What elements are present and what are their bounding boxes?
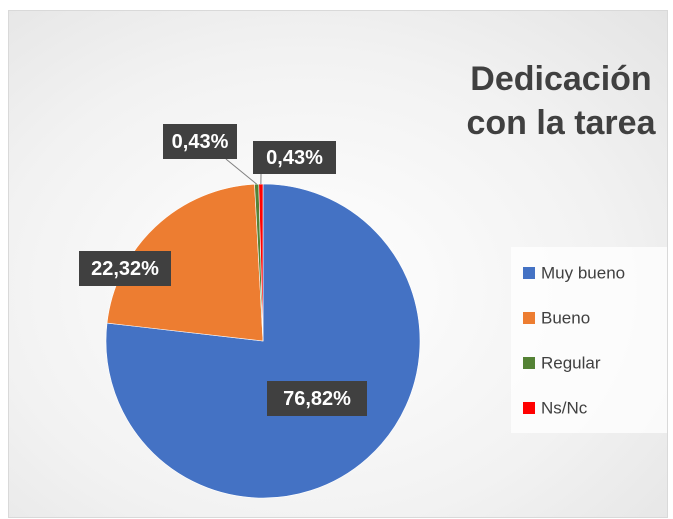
chart-title: Dedicación con la tarea [466,60,656,142]
data-label: 22,32% [91,258,159,280]
pie-slice [106,183,264,342]
legend-label: Ns/Nc [541,398,588,417]
data-label-box [253,141,336,174]
legend-panel [511,247,667,433]
data-label-box [163,124,237,159]
data-label: 76,82% [283,388,351,410]
legend-label: Muy bueno [541,263,625,282]
legend-swatch [523,402,535,414]
data-label: 0,43% [266,147,323,169]
chart: 76,82% 22,32% 0,43% 0,43% Muy bueno Bueno Regu… [79,124,625,499]
legend-label: Regular [541,353,601,372]
legend-label: Bueno [541,308,590,327]
legend-swatch [523,312,535,324]
leader-line [225,158,257,185]
chart-area: 76,82% 22,32% 0,43% 0,43% Muy bueno Bueno Regu… [8,10,668,518]
data-label-box [267,381,367,416]
legend-swatch [523,267,535,279]
data-label: 0,43% [172,131,229,153]
data-label-box [79,251,171,286]
legend-swatch [523,357,535,369]
